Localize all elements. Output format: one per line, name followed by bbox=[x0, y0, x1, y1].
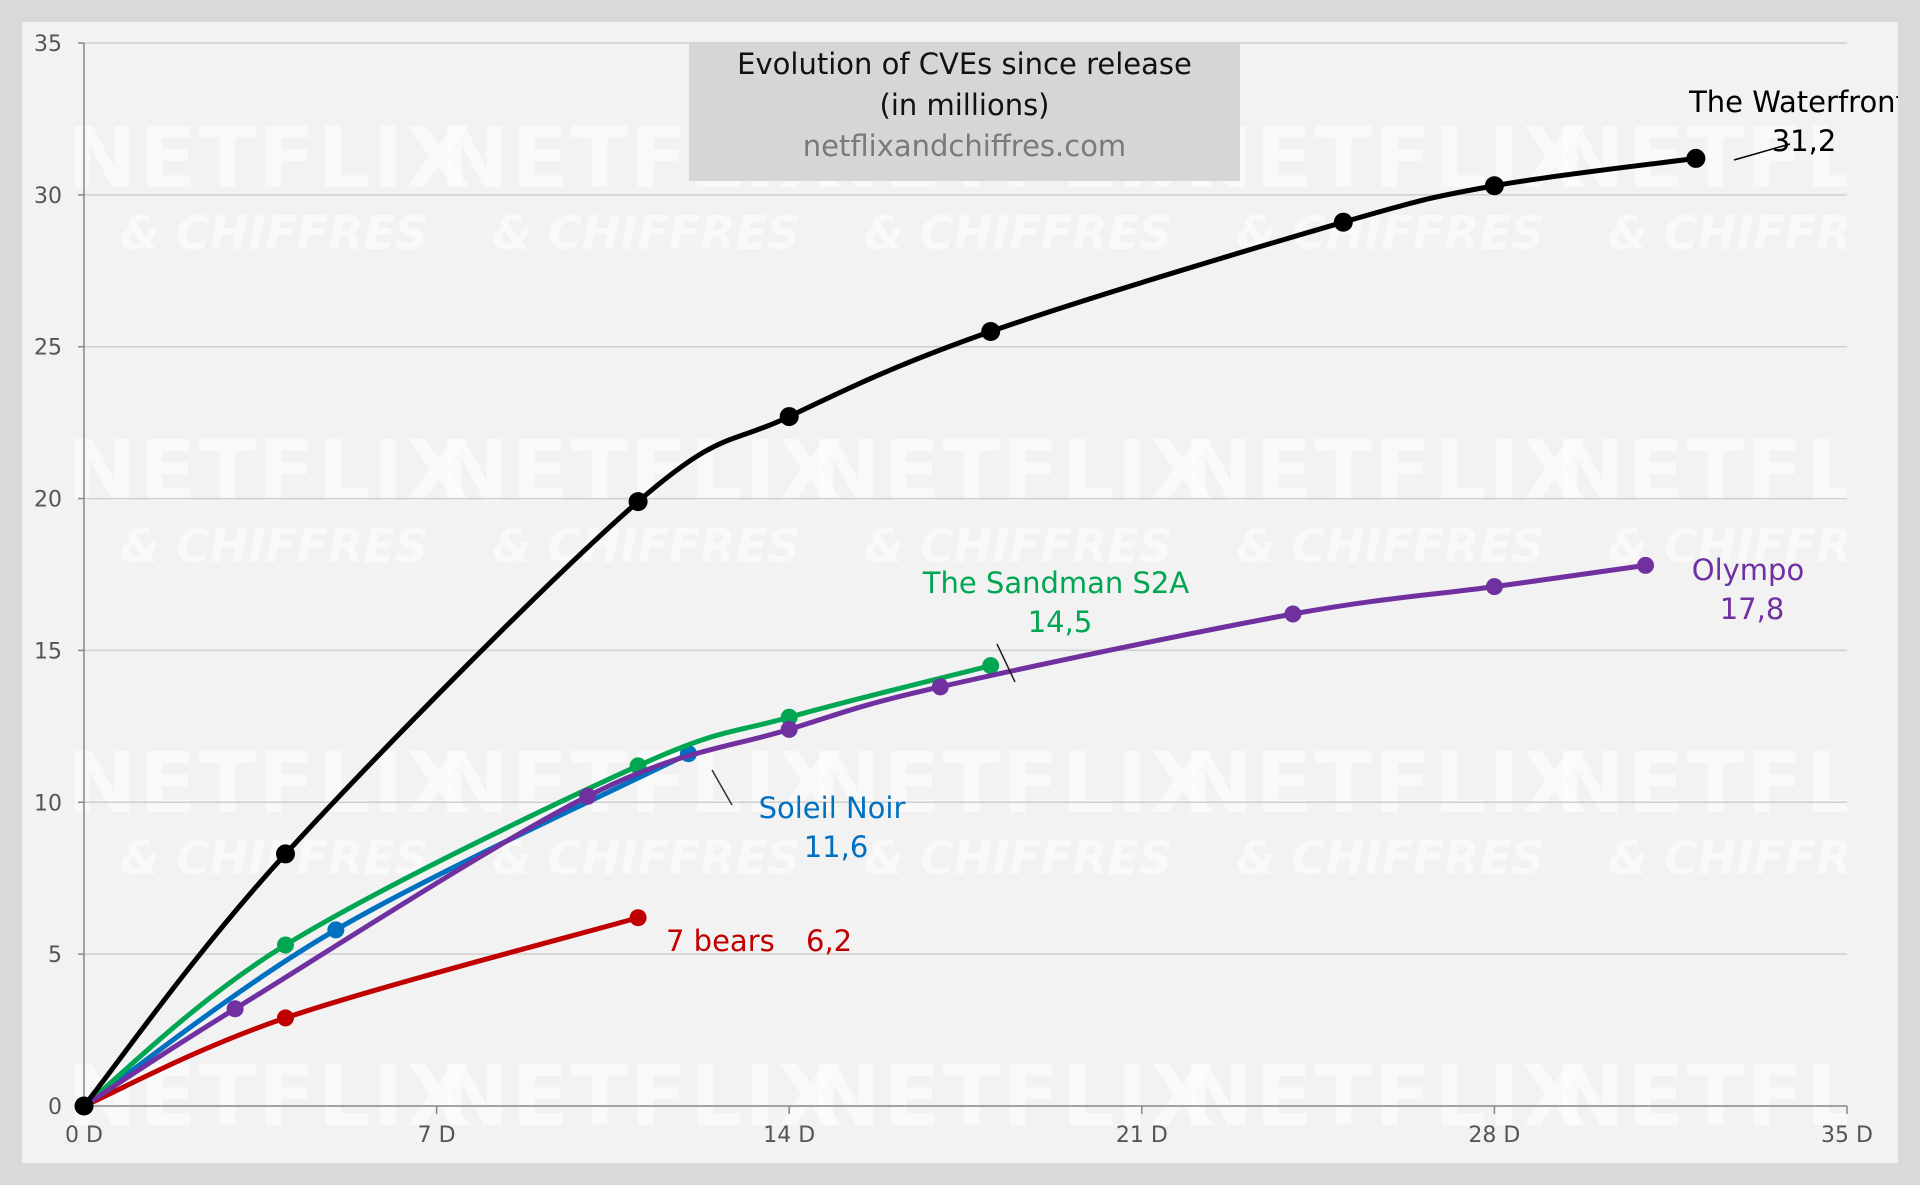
series-value-olympo: 17,8 bbox=[1720, 592, 1785, 626]
label-leader-soleil-noir bbox=[711, 769, 733, 806]
chart-subtitle: (in millions) bbox=[879, 88, 1050, 122]
y-tick-label: 5 bbox=[48, 943, 62, 968]
series-value-7-bears: 6,2 bbox=[806, 924, 852, 958]
y-tick-label: 15 bbox=[34, 639, 62, 664]
watermark-chiffres: & CHIFFRES bbox=[492, 831, 800, 885]
watermark-netflix: NETFLIX bbox=[439, 1047, 845, 1145]
watermark-netflix: NETFLIX bbox=[811, 734, 1217, 832]
series-line bbox=[81, 915, 641, 1109]
data-point bbox=[780, 720, 798, 738]
watermark-chiffres: & CHIFFRES bbox=[492, 206, 800, 260]
series-layer bbox=[74, 148, 1706, 1116]
watermark-chiffres: & CHIFFRES bbox=[1608, 206, 1898, 260]
y-tick-label: 0 bbox=[48, 1095, 62, 1120]
x-tick-label: 21 D bbox=[1116, 1123, 1168, 1148]
watermark-netflix: NETFLIX bbox=[1183, 1047, 1589, 1145]
y-tick-label: 25 bbox=[34, 336, 62, 361]
data-point bbox=[1284, 605, 1302, 623]
series-name-olympo: Olympo bbox=[1692, 553, 1804, 587]
label-leader-the-sandman-s2a bbox=[996, 643, 1016, 683]
data-point bbox=[1686, 148, 1706, 168]
data-point bbox=[981, 322, 1001, 342]
series-name-the-sandman-s2a: The Sandman S2A bbox=[922, 566, 1190, 600]
label-leader-the-waterfront bbox=[1733, 143, 1791, 161]
watermark-chiffres: & CHIFFRES bbox=[120, 206, 428, 260]
series-name-7-bears: 7 bears bbox=[666, 924, 775, 958]
watermark-netflix: NETFLIX bbox=[67, 422, 473, 520]
data-point bbox=[780, 708, 798, 726]
watermark-netflix: NETFLIX bbox=[1555, 734, 1898, 832]
series-line bbox=[81, 562, 1649, 1109]
watermark-chiffres: & CHIFFRES bbox=[120, 831, 428, 885]
watermark-netflix: NETFLIX bbox=[1555, 109, 1898, 207]
series-name-soleil-noir: Soleil Noir bbox=[759, 791, 906, 825]
data-point bbox=[629, 909, 647, 927]
series-the-waterfront bbox=[74, 148, 1706, 1116]
series-line bbox=[81, 663, 994, 1109]
axes: 0 5 10 15 20 25 30 35 0 D 7 D 14 D 21 D 28 D 35 D bbox=[34, 32, 1873, 1148]
data-point bbox=[1637, 556, 1655, 574]
watermark-netflix: NETFLIX bbox=[1183, 109, 1589, 207]
watermark-netflix: NETFLIX bbox=[811, 1047, 1217, 1145]
data-point bbox=[226, 1000, 244, 1018]
watermark-chiffres: & CHIFFRES bbox=[492, 519, 800, 573]
data-point bbox=[327, 921, 345, 939]
data-point bbox=[74, 1096, 94, 1116]
x-tick-label: 35 D bbox=[1821, 1123, 1873, 1148]
series-value-the-waterfront: 31,2 bbox=[1772, 124, 1837, 158]
watermark-netflix: NETFLIX bbox=[67, 109, 473, 207]
watermark-chiffres: & CHIFFRES bbox=[864, 831, 1172, 885]
watermark-chiffres: & CHIFFRES bbox=[120, 519, 428, 573]
watermark-netflix: NETFLIX bbox=[1183, 734, 1589, 832]
watermark-chiffres: & CHIFFRES bbox=[1608, 831, 1898, 885]
x-tick-label: 7 D bbox=[418, 1123, 456, 1148]
series-value-soleil-noir: 11,6 bbox=[804, 830, 869, 864]
data-point bbox=[276, 936, 294, 954]
y-tick-label: 35 bbox=[34, 32, 62, 57]
data-point bbox=[628, 492, 648, 512]
chart-title-box: Evolution of CVEs since release (in mill… bbox=[689, 42, 1240, 181]
watermark-chiffres: & CHIFFRES bbox=[1236, 831, 1544, 885]
y-tick-label: 30 bbox=[34, 184, 62, 209]
watermark-chiffres: & CHIFFRES bbox=[1236, 519, 1544, 573]
data-point bbox=[276, 1009, 294, 1027]
watermark-netflix: NETFLIX bbox=[67, 1047, 473, 1145]
data-point bbox=[275, 844, 295, 864]
data-point bbox=[982, 657, 1000, 675]
chart-source: netflixandchiffres.com bbox=[802, 129, 1127, 163]
data-point bbox=[1333, 212, 1353, 232]
watermark-chiffres: & CHIFFRES bbox=[864, 519, 1172, 573]
series-name-the-waterfront: The Waterfront bbox=[1688, 85, 1898, 119]
watermark-netflix: NETFLIX bbox=[439, 734, 845, 832]
series-value-the-sandman-s2a: 14,5 bbox=[1028, 605, 1093, 639]
data-point bbox=[1485, 578, 1503, 596]
watermark-netflix: NETFLIX bbox=[1183, 422, 1589, 520]
x-tick-label: 28 D bbox=[1468, 1123, 1520, 1148]
series-labels: The Waterfront 31,2 Olympo 17,8 The Sandman … bbox=[666, 85, 1898, 958]
watermark-netflix: NETFLIX bbox=[1555, 422, 1898, 520]
watermark-chiffres: & CHIFFRES bbox=[1236, 206, 1544, 260]
watermark-netflix: NETFLIX bbox=[1555, 1047, 1898, 1145]
data-point bbox=[1484, 176, 1504, 196]
data-point bbox=[579, 787, 597, 805]
watermark-chiffres: & CHIFFRES bbox=[864, 206, 1172, 260]
data-point bbox=[931, 678, 949, 696]
watermark-netflix: NETFLIX bbox=[811, 422, 1217, 520]
data-point bbox=[779, 407, 799, 427]
x-tick-label: 14 D bbox=[763, 1123, 815, 1148]
chart-title: Evolution of CVEs since release bbox=[737, 47, 1192, 81]
y-tick-label: 20 bbox=[34, 488, 62, 513]
x-tick-label: 0 D bbox=[65, 1123, 103, 1148]
watermark-netflix: NETFLIX bbox=[67, 734, 473, 832]
series-line bbox=[81, 155, 1699, 1109]
y-tick-label: 10 bbox=[34, 791, 62, 816]
